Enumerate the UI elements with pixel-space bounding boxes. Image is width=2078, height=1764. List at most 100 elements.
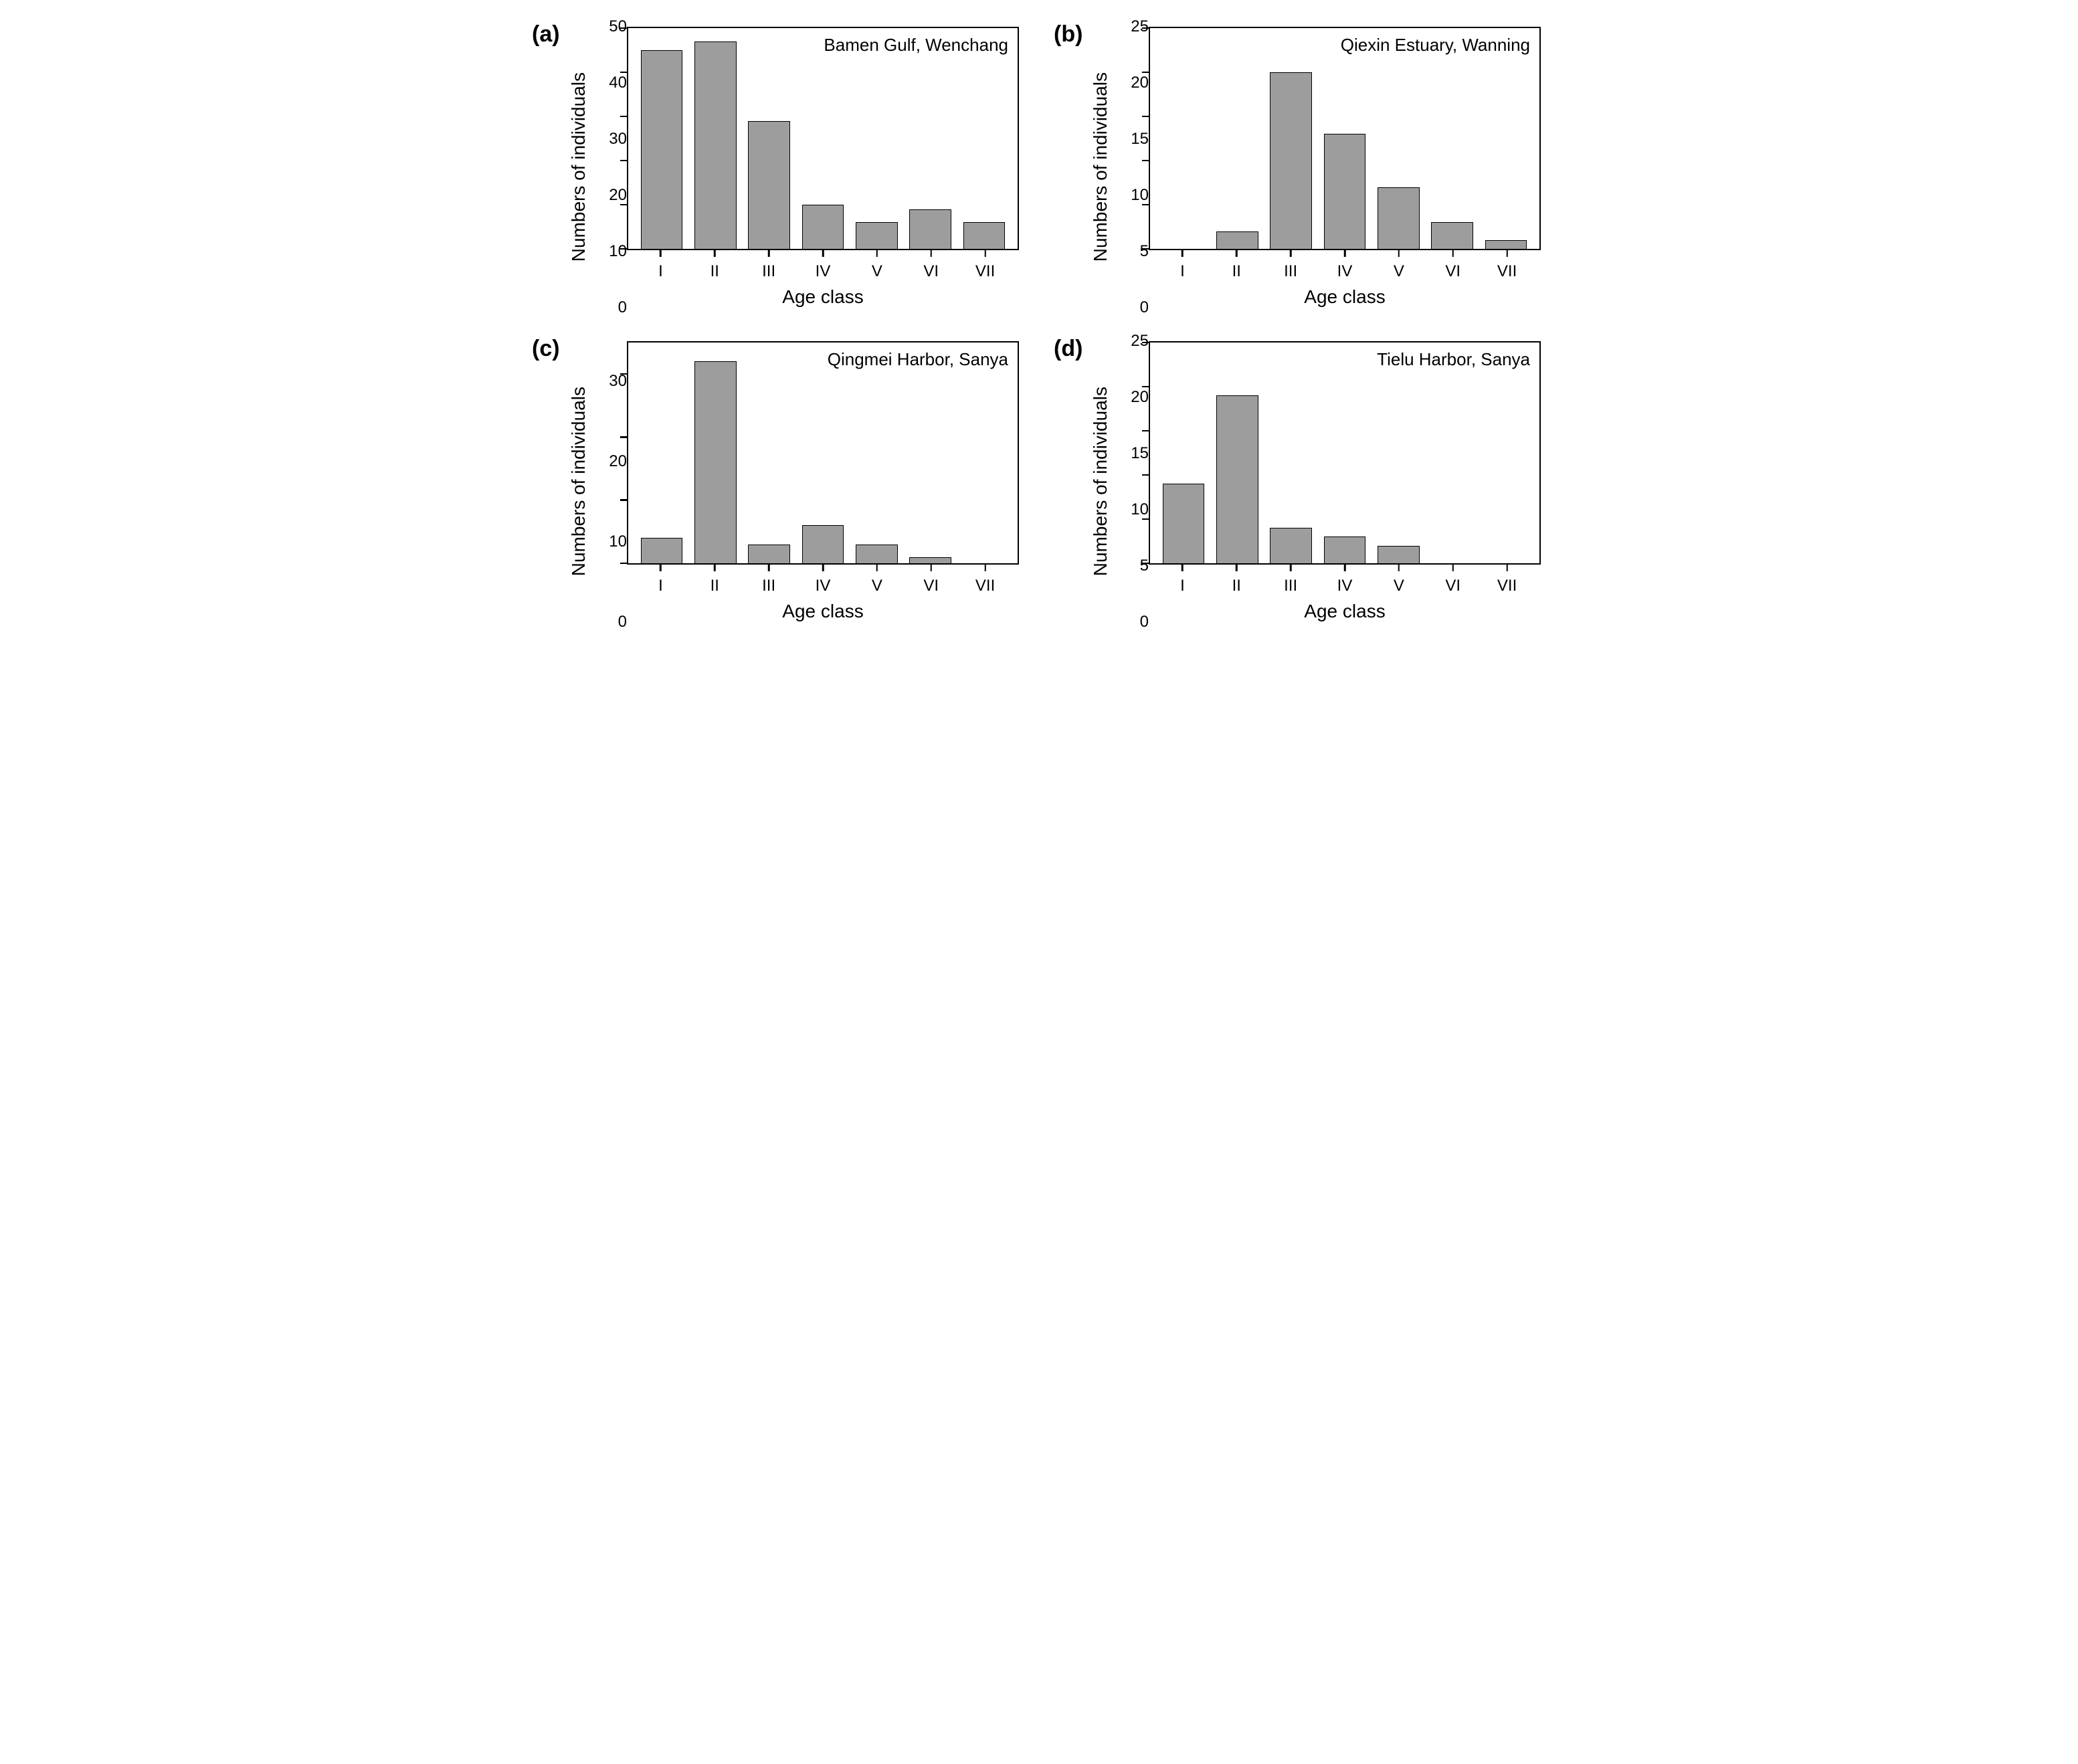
y-tick-label: 20 <box>1131 388 1149 407</box>
bar-slot <box>1318 28 1372 249</box>
x-tick-labels: IIIIIIIVVVIVII <box>1149 250 1541 281</box>
bar <box>1163 484 1205 563</box>
panel-c: (c)Numbers of individuals0102030Qingmei … <box>537 341 1019 622</box>
bar <box>748 545 790 563</box>
y-tick-label: 40 <box>609 74 627 92</box>
panel-letter: (d) <box>1054 336 1082 362</box>
x-tick-label: VI <box>904 565 958 595</box>
y-tick-label: 30 <box>609 130 627 149</box>
plot-column: Bamen Gulf, WenchangIIIIIIIVVVIVIIAge cl… <box>627 27 1019 308</box>
bar-slot <box>635 342 688 563</box>
y-tick-label: 5 <box>1140 242 1149 261</box>
y-tick-label: 5 <box>1140 557 1149 575</box>
x-axis-label: Age class <box>1149 601 1541 622</box>
bar <box>1431 222 1473 249</box>
panel-letter: (a) <box>532 21 560 47</box>
bar-slot <box>1157 342 1210 563</box>
bar <box>1270 528 1312 563</box>
chart-outer: Numbers of individuals0510152025Tielu Ha… <box>1086 341 1541 622</box>
bar-slot <box>1264 28 1318 249</box>
x-axis-label: Age class <box>1149 286 1541 308</box>
x-tick-label: I <box>1155 250 1210 281</box>
chart-outer: Numbers of individuals0102030Qingmei Har… <box>564 341 1019 622</box>
y-tick-labels: 0510152025 <box>1115 27 1149 308</box>
bar <box>909 557 951 563</box>
bar <box>909 209 951 249</box>
panel-d: (d)Numbers of individuals0510152025Tielu… <box>1059 341 1541 622</box>
x-tick-label: VI <box>904 250 958 281</box>
x-tick-label: III <box>1264 250 1318 281</box>
x-tick-label: VII <box>1480 565 1534 595</box>
bar-slot <box>688 28 742 249</box>
x-tick-labels: IIIIIIIVVVIVII <box>1149 565 1541 595</box>
bar <box>1324 134 1366 249</box>
bar <box>694 41 737 249</box>
bar <box>641 50 683 249</box>
plot-column: Tielu Harbor, SanyaIIIIIIIVVVIVIIAge cla… <box>1149 341 1541 622</box>
x-tick-label: V <box>1372 250 1426 281</box>
y-tick-label: 20 <box>609 186 627 205</box>
bar <box>802 525 844 563</box>
bar <box>1324 536 1366 563</box>
figure-grid: (a)Numbers of individuals01020304050Bame… <box>537 27 1541 622</box>
x-tick-label: IV <box>796 250 850 281</box>
y-axis-label: Numbers of individuals <box>1086 387 1115 576</box>
bar-slot <box>903 342 957 563</box>
bar <box>694 361 737 563</box>
x-tick-label: II <box>1210 250 1264 281</box>
plot-area: Qiexin Estuary, Wanning <box>1149 27 1541 250</box>
bars-container <box>628 28 1018 249</box>
x-tick-labels: IIIIIIIVVVIVII <box>627 565 1019 595</box>
x-tick-label: VI <box>1426 565 1480 595</box>
x-tick-label: V <box>850 565 904 595</box>
bars-container <box>1150 342 1539 563</box>
x-tick-labels: IIIIIIIVVVIVII <box>627 250 1019 281</box>
bar-slot <box>1157 28 1210 249</box>
y-tick-label: 10 <box>1131 186 1149 205</box>
bar-slot <box>1479 28 1533 249</box>
x-tick-label: IV <box>1318 565 1372 595</box>
y-axis-label: Numbers of individuals <box>564 387 593 576</box>
x-axis-label: Age class <box>627 286 1019 308</box>
x-tick-label: II <box>688 250 742 281</box>
bar <box>1216 395 1258 563</box>
y-tick-label: 10 <box>609 242 627 261</box>
y-tick-label: 10 <box>1131 500 1149 519</box>
bar <box>1485 240 1527 249</box>
plot-column: Qiexin Estuary, WanningIIIIIIIVVVIVIIAge… <box>1149 27 1541 308</box>
bar-slot <box>957 28 1011 249</box>
y-tick-label: 0 <box>618 298 627 317</box>
bar-slot <box>957 342 1011 563</box>
y-tick-label: 0 <box>1140 298 1149 317</box>
y-tick-labels: 0510152025 <box>1115 341 1149 622</box>
bar-slot <box>1425 28 1479 249</box>
bar <box>1216 231 1258 249</box>
bar-slot <box>1210 342 1264 563</box>
x-axis-label: Age class <box>627 601 1019 622</box>
y-tick-labels: 0102030 <box>593 341 627 622</box>
bar-slot <box>688 342 742 563</box>
bar-slot <box>796 28 850 249</box>
bar-slot <box>1372 342 1425 563</box>
bar-slot <box>1318 342 1372 563</box>
x-tick-label: VII <box>958 565 1012 595</box>
y-tick-label: 15 <box>1131 130 1149 149</box>
bar-slot <box>850 342 903 563</box>
bar <box>641 538 683 563</box>
bar-slot <box>1425 342 1479 563</box>
x-tick-label: VII <box>1480 250 1534 281</box>
x-tick-label: II <box>688 565 742 595</box>
bar-slot <box>850 28 903 249</box>
x-tick-label: I <box>1155 565 1210 595</box>
x-tick-label: V <box>850 250 904 281</box>
y-tick-label: 20 <box>1131 74 1149 92</box>
panel-b: (b)Numbers of individuals0510152025Qiexi… <box>1059 27 1541 308</box>
y-axis-label: Numbers of individuals <box>1086 72 1115 262</box>
bar-slot <box>743 28 796 249</box>
bar-slot <box>635 28 688 249</box>
bar-slot <box>1479 342 1533 563</box>
x-tick-label: II <box>1210 565 1264 595</box>
y-tick-labels: 01020304050 <box>593 27 627 308</box>
x-tick-label: IV <box>1318 250 1372 281</box>
chart-outer: Numbers of individuals0510152025Qiexin E… <box>1086 27 1541 308</box>
